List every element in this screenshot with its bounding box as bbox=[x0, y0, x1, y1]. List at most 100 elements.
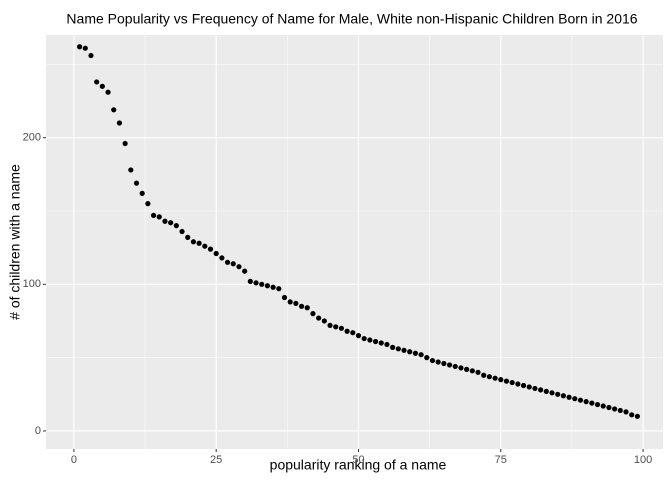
point bbox=[367, 337, 373, 343]
point bbox=[629, 412, 635, 418]
point bbox=[498, 377, 504, 383]
point bbox=[287, 299, 293, 305]
x-tick-label: 75 bbox=[495, 454, 507, 466]
point bbox=[401, 347, 407, 353]
point bbox=[589, 400, 595, 406]
point bbox=[213, 250, 219, 257]
y-axis-label: # of children with a name bbox=[7, 164, 23, 320]
point bbox=[543, 388, 549, 394]
point bbox=[509, 379, 515, 386]
point bbox=[162, 218, 168, 224]
point bbox=[190, 239, 197, 245]
point bbox=[600, 403, 606, 409]
point bbox=[207, 246, 214, 252]
point bbox=[281, 294, 288, 301]
point bbox=[293, 300, 299, 306]
point bbox=[253, 280, 259, 286]
x-tick-label: 100 bbox=[634, 454, 652, 466]
point bbox=[390, 344, 396, 350]
point bbox=[594, 401, 601, 408]
point bbox=[412, 350, 419, 356]
point bbox=[310, 311, 316, 317]
point bbox=[327, 322, 333, 328]
point bbox=[555, 391, 561, 397]
point bbox=[133, 180, 140, 186]
point bbox=[395, 346, 401, 352]
point bbox=[418, 352, 424, 358]
point bbox=[338, 325, 345, 331]
x-tick-label: 25 bbox=[210, 454, 222, 466]
point bbox=[150, 212, 157, 218]
point bbox=[88, 52, 94, 59]
point bbox=[259, 281, 265, 287]
y-tick-label: 0 bbox=[35, 425, 41, 437]
point bbox=[503, 378, 510, 384]
point bbox=[446, 362, 453, 368]
point bbox=[350, 330, 356, 336]
point bbox=[549, 390, 555, 396]
point bbox=[515, 381, 521, 387]
point bbox=[236, 264, 242, 270]
point bbox=[560, 393, 566, 399]
x-tick-label: 50 bbox=[352, 454, 364, 466]
plot-panel bbox=[46, 35, 663, 449]
point bbox=[361, 335, 367, 342]
point bbox=[76, 44, 83, 50]
point bbox=[321, 318, 327, 324]
point bbox=[634, 413, 640, 419]
point bbox=[344, 328, 350, 334]
point bbox=[612, 406, 618, 412]
point bbox=[264, 283, 271, 289]
point bbox=[532, 385, 538, 392]
point bbox=[566, 394, 572, 400]
point bbox=[94, 79, 100, 85]
point bbox=[168, 220, 174, 226]
point bbox=[276, 286, 282, 292]
point bbox=[145, 201, 151, 207]
point bbox=[82, 45, 88, 51]
point bbox=[435, 359, 441, 365]
y-tick-label: 200 bbox=[23, 132, 41, 144]
y-tick-label: 100 bbox=[23, 278, 41, 290]
point bbox=[520, 382, 527, 389]
point bbox=[224, 259, 231, 265]
point bbox=[486, 374, 492, 380]
point bbox=[355, 333, 362, 339]
point bbox=[606, 404, 612, 411]
point bbox=[469, 368, 475, 374]
point bbox=[99, 83, 105, 89]
point bbox=[116, 120, 123, 126]
point bbox=[526, 384, 532, 390]
point bbox=[230, 261, 236, 267]
chart-title: Name Popularity vs Frequency of Name for… bbox=[66, 11, 637, 27]
point bbox=[424, 355, 430, 361]
point bbox=[173, 223, 179, 229]
point bbox=[139, 190, 145, 196]
point bbox=[372, 338, 379, 345]
point bbox=[122, 140, 128, 147]
point bbox=[464, 366, 470, 372]
point bbox=[475, 369, 481, 375]
point bbox=[111, 107, 117, 113]
point bbox=[623, 409, 629, 415]
point bbox=[407, 349, 413, 355]
point bbox=[429, 357, 436, 364]
point bbox=[583, 399, 589, 405]
x-tick-label: 0 bbox=[71, 454, 77, 466]
point bbox=[219, 255, 225, 261]
point bbox=[572, 396, 578, 402]
point bbox=[492, 375, 498, 381]
point bbox=[196, 240, 202, 246]
point bbox=[452, 363, 458, 370]
point bbox=[316, 315, 322, 321]
point bbox=[304, 305, 310, 311]
point bbox=[441, 360, 447, 367]
x-axis-label: popularity ranking of a name bbox=[270, 457, 447, 473]
point bbox=[156, 214, 162, 220]
point bbox=[378, 340, 384, 346]
point bbox=[617, 407, 623, 414]
point bbox=[185, 234, 191, 240]
point bbox=[202, 243, 208, 249]
